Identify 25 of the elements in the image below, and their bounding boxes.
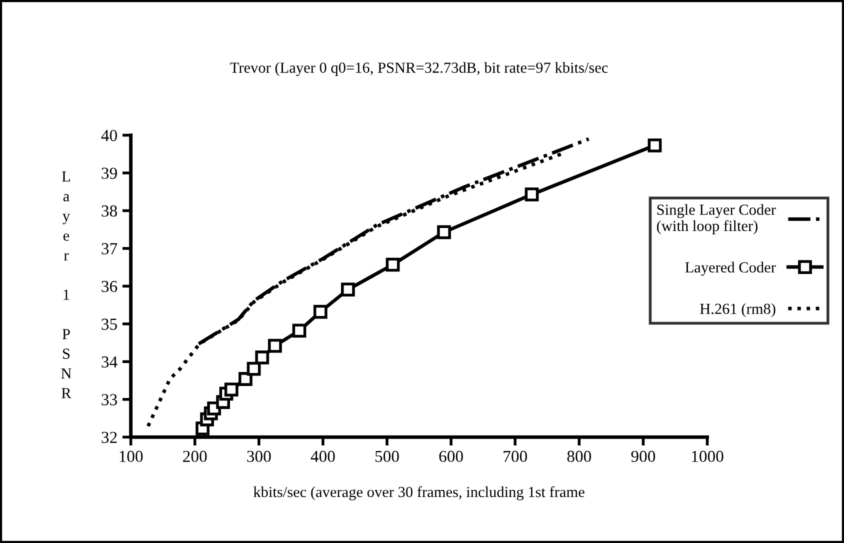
legend-label: Layered Coder: [685, 262, 776, 276]
y-tick-label: 36: [102, 280, 118, 292]
chart-title: Trevor (Layer 0 q0=16, PSNR=32.73dB, bit rate=97 kbits/sec: [230, 62, 608, 76]
x-tick-label: 600: [439, 450, 463, 462]
x-tick-label: 800: [567, 450, 592, 462]
legend-label: H.261 (rm8): [700, 303, 776, 318]
text: Layer 1 PSNR: [61, 172, 72, 398]
x-tick-label: 500: [375, 450, 399, 462]
x-tick-label: 100: [120, 450, 143, 462]
y-tick-label: 37: [102, 243, 118, 254]
x-tick-label: 200: [183, 450, 207, 462]
y-tick-label: 34: [102, 356, 118, 368]
x-tick-label: 400: [310, 450, 335, 462]
x-axis-title: kbits/sec (average over 30 frames, including 1st frame: [253, 486, 584, 500]
y-tick-label: 40: [101, 130, 117, 142]
x-tick-label: 900: [631, 450, 656, 462]
legend-label: Single Layer Coder (with loop filter): [657, 204, 776, 234]
x-tick-label: 1000: [692, 450, 724, 462]
y-tick-label: 32: [102, 432, 117, 444]
y-tick-label: 39: [102, 168, 117, 179]
x-tick-label: 700: [504, 450, 527, 462]
x-tick-label: 300: [247, 450, 271, 462]
y-tick-label: 38: [102, 205, 117, 217]
y-tick-label: 35: [102, 318, 117, 330]
y-tick-label: 33: [102, 394, 117, 406]
